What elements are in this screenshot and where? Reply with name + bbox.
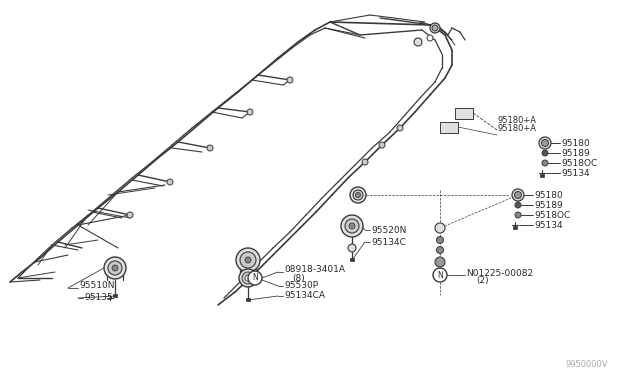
- Bar: [455, 108, 473, 119]
- Circle shape: [245, 257, 251, 263]
- Circle shape: [515, 202, 521, 208]
- Circle shape: [435, 257, 445, 267]
- Bar: [513, 226, 517, 229]
- Text: 95134C: 95134C: [371, 237, 406, 247]
- Bar: [350, 258, 354, 261]
- Circle shape: [362, 159, 368, 165]
- Bar: [246, 298, 250, 301]
- Text: 95134: 95134: [534, 221, 563, 230]
- Bar: [440, 122, 458, 133]
- Circle shape: [515, 192, 522, 199]
- Circle shape: [355, 192, 360, 198]
- Text: 95189: 95189: [561, 148, 589, 157]
- Circle shape: [240, 252, 256, 268]
- Text: 95134: 95134: [561, 169, 589, 177]
- Text: 95180+A: 95180+A: [498, 115, 537, 125]
- Circle shape: [379, 142, 385, 148]
- Text: 95135: 95135: [84, 294, 113, 302]
- Circle shape: [287, 77, 293, 83]
- Circle shape: [397, 125, 403, 131]
- Text: 95180+A: 95180+A: [498, 124, 537, 132]
- Circle shape: [236, 248, 260, 272]
- Circle shape: [435, 223, 445, 233]
- Circle shape: [427, 35, 433, 41]
- Circle shape: [515, 212, 521, 218]
- Text: 95530P: 95530P: [284, 282, 318, 291]
- Circle shape: [248, 271, 262, 285]
- Circle shape: [353, 190, 363, 200]
- Circle shape: [349, 223, 355, 229]
- Circle shape: [247, 109, 253, 115]
- Text: N: N: [252, 273, 258, 282]
- Text: (8): (8): [292, 273, 305, 282]
- Circle shape: [239, 269, 257, 287]
- Text: 95180: 95180: [534, 190, 563, 199]
- Circle shape: [430, 23, 440, 33]
- Circle shape: [242, 272, 254, 284]
- Text: 9518OC: 9518OC: [534, 211, 570, 219]
- Circle shape: [436, 237, 444, 244]
- Circle shape: [167, 179, 173, 185]
- Bar: [113, 294, 117, 297]
- Circle shape: [512, 189, 524, 201]
- Circle shape: [539, 137, 551, 149]
- Circle shape: [542, 160, 548, 166]
- Circle shape: [541, 140, 548, 147]
- Text: 95189: 95189: [534, 201, 563, 209]
- Text: 95180: 95180: [561, 138, 589, 148]
- Circle shape: [433, 268, 447, 282]
- Bar: [540, 174, 544, 177]
- Circle shape: [542, 150, 548, 156]
- Circle shape: [345, 219, 359, 233]
- Circle shape: [350, 187, 366, 203]
- Text: 95510N: 95510N: [79, 282, 115, 291]
- Text: 95520N: 95520N: [371, 225, 406, 234]
- Text: N: N: [437, 270, 443, 279]
- Text: 08918-3401A: 08918-3401A: [284, 266, 345, 275]
- Circle shape: [207, 145, 213, 151]
- Text: N01225-00082: N01225-00082: [466, 269, 533, 278]
- Circle shape: [436, 247, 444, 253]
- Circle shape: [127, 212, 133, 218]
- Circle shape: [104, 257, 126, 279]
- Text: 95134CA: 95134CA: [284, 292, 325, 301]
- Circle shape: [112, 265, 118, 271]
- Text: 9950000V: 9950000V: [565, 360, 607, 369]
- Circle shape: [245, 275, 251, 281]
- Circle shape: [348, 244, 356, 252]
- Circle shape: [414, 38, 422, 46]
- Text: 9518OC: 9518OC: [561, 158, 597, 167]
- Circle shape: [341, 215, 363, 237]
- Circle shape: [108, 261, 122, 275]
- Circle shape: [432, 25, 438, 31]
- Text: (2): (2): [476, 276, 488, 285]
